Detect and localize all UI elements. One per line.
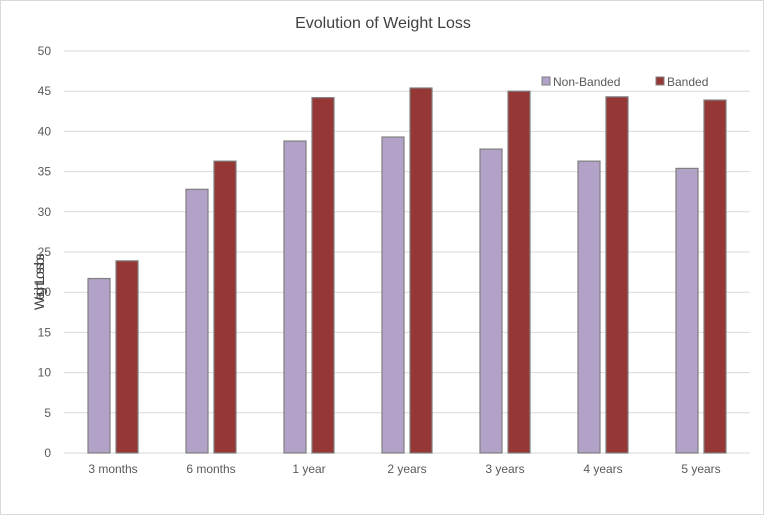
x-tick-label: 3 years xyxy=(485,462,524,476)
bar-non-banded-4 xyxy=(479,148,503,454)
y-tick-label: 50 xyxy=(38,44,52,58)
bar-banded-2 xyxy=(311,97,335,454)
chart-title: Evolution of Weight Loss xyxy=(295,15,471,32)
x-tick-label: 6 months xyxy=(186,462,235,476)
y-tick-label: 0 xyxy=(44,446,51,460)
bar-non-banded-1 xyxy=(185,188,209,454)
bar-non-banded-6 xyxy=(675,167,699,454)
y-tick-label: 5 xyxy=(44,406,51,420)
legend-label: Non-Banded xyxy=(553,75,620,89)
y-tick-label: 15 xyxy=(38,325,52,339)
bar-banded-4 xyxy=(507,90,531,454)
y-tick-label: 40 xyxy=(38,124,52,138)
y-axis-ticks: 0 5 10 15 20 25 30 35 40 45 50 xyxy=(38,44,52,460)
y-tick-label: 10 xyxy=(38,366,52,380)
legend-swatch xyxy=(541,76,551,86)
bar-non-banded-5 xyxy=(577,160,601,454)
gridlines xyxy=(64,50,750,454)
bar-banded-6 xyxy=(703,99,727,454)
bar-banded-3 xyxy=(409,87,433,454)
x-tick-label: 2 years xyxy=(387,462,426,476)
x-tick-label: 3 months xyxy=(88,462,137,476)
y-tick-label: 45 xyxy=(38,84,52,98)
bars xyxy=(87,87,727,454)
bar-non-banded-2 xyxy=(283,140,307,454)
x-tick-label: 4 years xyxy=(583,462,622,476)
bar-banded-0 xyxy=(115,260,139,454)
x-tick-label: 5 years xyxy=(681,462,720,476)
bar-banded-1 xyxy=(213,160,237,454)
x-axis-ticks: 3 months 6 months 1 year 2 years 3 years 4 ye… xyxy=(88,462,720,476)
legend-swatch xyxy=(655,76,665,86)
x-tick-label: 1 year xyxy=(292,462,325,476)
legend: Non-Banded Banded xyxy=(541,75,708,89)
y-tick-label: 35 xyxy=(38,165,52,179)
bar-non-banded-0 xyxy=(87,277,111,454)
y-axis-label: Weight Loss lbs xyxy=(31,253,47,310)
y-tick-label: 30 xyxy=(38,205,52,219)
legend-label: Banded xyxy=(667,75,708,89)
bar-banded-5 xyxy=(605,96,629,454)
bar-non-banded-3 xyxy=(381,136,405,454)
y-axis-title: Weight Loss lbs xyxy=(31,253,47,310)
y-tick-label: 20 xyxy=(38,285,52,299)
y-tick-label: 25 xyxy=(38,245,52,259)
